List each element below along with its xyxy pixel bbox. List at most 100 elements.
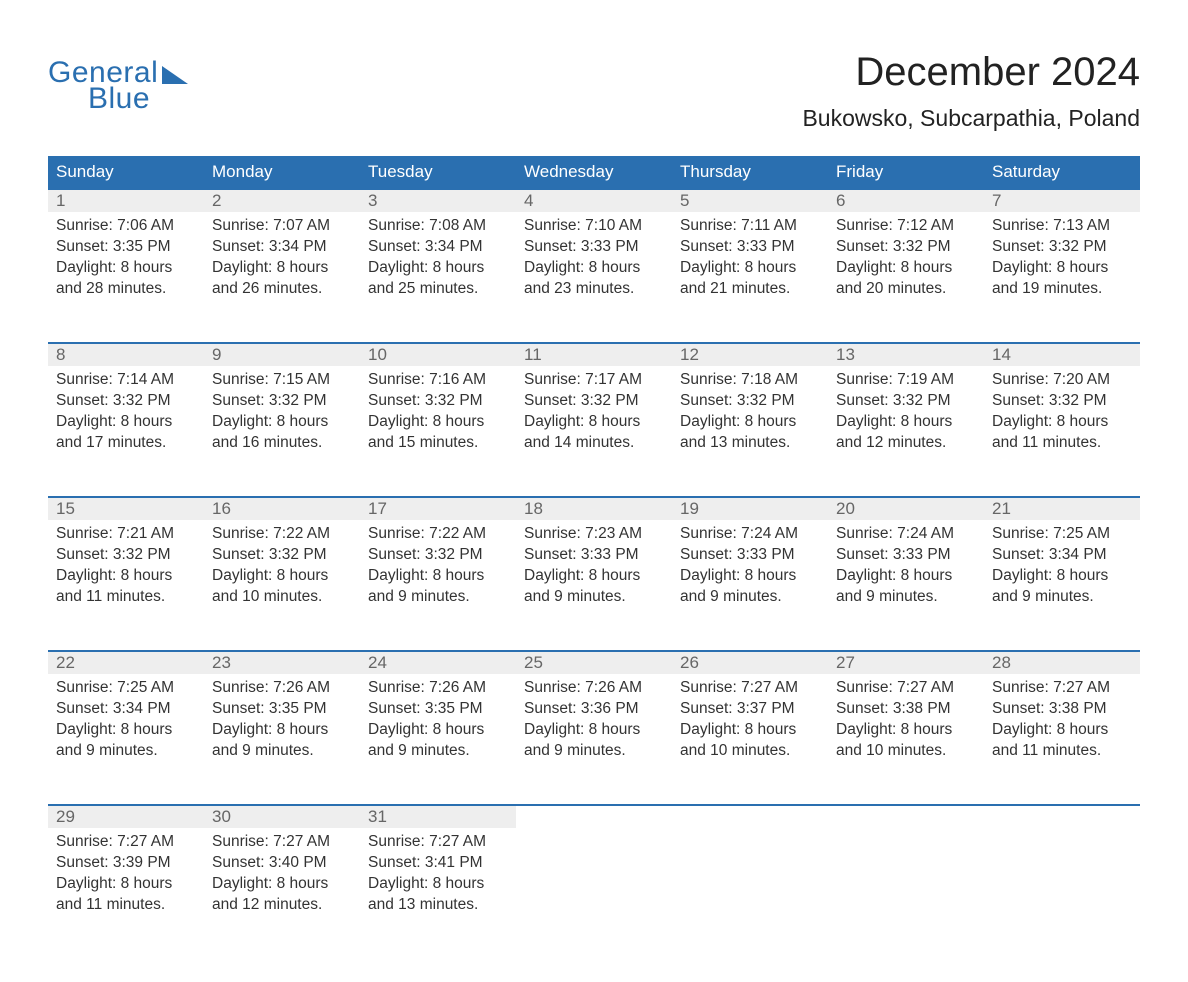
sunset-line: Sunset: 3:35 PM: [212, 699, 352, 720]
day-cell: 14Sunrise: 7:20 AMSunset: 3:32 PMDayligh…: [984, 344, 1140, 480]
sunrise-line: Sunrise: 7:27 AM: [56, 832, 196, 853]
day-cell: [672, 806, 828, 942]
day-number: 4: [516, 190, 672, 212]
sunset-line: Sunset: 3:33 PM: [680, 545, 820, 566]
day-cell: 29Sunrise: 7:27 AMSunset: 3:39 PMDayligh…: [48, 806, 204, 942]
day-number: 5: [672, 190, 828, 212]
daylight-line-1: Daylight: 8 hours: [524, 566, 664, 587]
day-number: 2: [204, 190, 360, 212]
sunrise-line: Sunrise: 7:19 AM: [836, 370, 976, 391]
sunrise-line: Sunrise: 7:23 AM: [524, 524, 664, 545]
daylight-line-1: Daylight: 8 hours: [212, 258, 352, 279]
daylight-line-1: Daylight: 8 hours: [212, 566, 352, 587]
sunrise-line: Sunrise: 7:26 AM: [212, 678, 352, 699]
weekday-header-row: Sunday Monday Tuesday Wednesday Thursday…: [48, 156, 1140, 188]
day-details: Sunrise: 7:14 AMSunset: 3:32 PMDaylight:…: [48, 366, 204, 462]
sunset-line: Sunset: 3:32 PM: [680, 391, 820, 412]
sunset-line: Sunset: 3:33 PM: [680, 237, 820, 258]
title-block: December 2024 Bukowsko, Subcarpathia, Po…: [802, 50, 1140, 132]
sunset-line: Sunset: 3:39 PM: [56, 853, 196, 874]
day-number: 28: [984, 652, 1140, 674]
sunrise-line: Sunrise: 7:24 AM: [680, 524, 820, 545]
day-number: 23: [204, 652, 360, 674]
brand-blue: Blue: [88, 82, 150, 116]
sunrise-line: Sunrise: 7:17 AM: [524, 370, 664, 391]
day-cell: [828, 806, 984, 942]
day-number: 12: [672, 344, 828, 366]
day-details: Sunrise: 7:16 AMSunset: 3:32 PMDaylight:…: [360, 366, 516, 462]
day-details: Sunrise: 7:07 AMSunset: 3:34 PMDaylight:…: [204, 212, 360, 308]
sunrise-line: Sunrise: 7:13 AM: [992, 216, 1132, 237]
day-number: 31: [360, 806, 516, 828]
sunrise-line: Sunrise: 7:16 AM: [368, 370, 508, 391]
day-details: Sunrise: 7:23 AMSunset: 3:33 PMDaylight:…: [516, 520, 672, 616]
daylight-line-1: Daylight: 8 hours: [992, 566, 1132, 587]
sunrise-line: Sunrise: 7:14 AM: [56, 370, 196, 391]
daylight-line-1: Daylight: 8 hours: [368, 720, 508, 741]
daylight-line-1: Daylight: 8 hours: [992, 412, 1132, 433]
daylight-line-2: and 10 minutes.: [680, 741, 820, 762]
day-cell: 16Sunrise: 7:22 AMSunset: 3:32 PMDayligh…: [204, 498, 360, 634]
week-row: 1Sunrise: 7:06 AMSunset: 3:35 PMDaylight…: [48, 188, 1140, 326]
sunrise-line: Sunrise: 7:08 AM: [368, 216, 508, 237]
sunset-line: Sunset: 3:34 PM: [368, 237, 508, 258]
day-cell: 26Sunrise: 7:27 AMSunset: 3:37 PMDayligh…: [672, 652, 828, 788]
day-number: 1: [48, 190, 204, 212]
sunset-line: Sunset: 3:32 PM: [992, 237, 1132, 258]
day-cell: 20Sunrise: 7:24 AMSunset: 3:33 PMDayligh…: [828, 498, 984, 634]
sunset-line: Sunset: 3:35 PM: [368, 699, 508, 720]
daylight-line-2: and 26 minutes.: [212, 279, 352, 300]
daylight-line-1: Daylight: 8 hours: [836, 566, 976, 587]
day-number: 14: [984, 344, 1140, 366]
daylight-line-2: and 28 minutes.: [56, 279, 196, 300]
day-number: 26: [672, 652, 828, 674]
day-details: Sunrise: 7:15 AMSunset: 3:32 PMDaylight:…: [204, 366, 360, 462]
sunset-line: Sunset: 3:33 PM: [524, 545, 664, 566]
sunrise-line: Sunrise: 7:25 AM: [56, 678, 196, 699]
sunrise-line: Sunrise: 7:21 AM: [56, 524, 196, 545]
daylight-line-2: and 9 minutes.: [56, 741, 196, 762]
daylight-line-2: and 11 minutes.: [56, 587, 196, 608]
day-details: Sunrise: 7:06 AMSunset: 3:35 PMDaylight:…: [48, 212, 204, 308]
sunrise-line: Sunrise: 7:27 AM: [992, 678, 1132, 699]
daylight-line-1: Daylight: 8 hours: [524, 258, 664, 279]
daylight-line-2: and 11 minutes.: [56, 895, 196, 916]
daylight-line-1: Daylight: 8 hours: [992, 720, 1132, 741]
sunset-line: Sunset: 3:33 PM: [836, 545, 976, 566]
day-cell: 11Sunrise: 7:17 AMSunset: 3:32 PMDayligh…: [516, 344, 672, 480]
sunrise-line: Sunrise: 7:06 AM: [56, 216, 196, 237]
day-details: Sunrise: 7:19 AMSunset: 3:32 PMDaylight:…: [828, 366, 984, 462]
sunset-line: Sunset: 3:34 PM: [56, 699, 196, 720]
daylight-line-2: and 9 minutes.: [992, 587, 1132, 608]
daylight-line-1: Daylight: 8 hours: [836, 258, 976, 279]
daylight-line-1: Daylight: 8 hours: [836, 720, 976, 741]
daylight-line-2: and 11 minutes.: [992, 433, 1132, 454]
sunrise-line: Sunrise: 7:27 AM: [836, 678, 976, 699]
day-cell: 30Sunrise: 7:27 AMSunset: 3:40 PMDayligh…: [204, 806, 360, 942]
daylight-line-2: and 15 minutes.: [368, 433, 508, 454]
daylight-line-2: and 17 minutes.: [56, 433, 196, 454]
day-number: 27: [828, 652, 984, 674]
day-details: Sunrise: 7:25 AMSunset: 3:34 PMDaylight:…: [984, 520, 1140, 616]
day-cell: 21Sunrise: 7:25 AMSunset: 3:34 PMDayligh…: [984, 498, 1140, 634]
day-details: Sunrise: 7:12 AMSunset: 3:32 PMDaylight:…: [828, 212, 984, 308]
day-number: [984, 806, 1140, 828]
day-cell: 31Sunrise: 7:27 AMSunset: 3:41 PMDayligh…: [360, 806, 516, 942]
day-number: 30: [204, 806, 360, 828]
sunset-line: Sunset: 3:38 PM: [992, 699, 1132, 720]
daylight-line-2: and 10 minutes.: [212, 587, 352, 608]
daylight-line-2: and 23 minutes.: [524, 279, 664, 300]
calendar-page: General Blue December 2024 Bukowsko, Sub…: [0, 0, 1188, 982]
day-number: 8: [48, 344, 204, 366]
sunset-line: Sunset: 3:32 PM: [992, 391, 1132, 412]
daylight-line-2: and 19 minutes.: [992, 279, 1132, 300]
daylight-line-2: and 12 minutes.: [212, 895, 352, 916]
daylight-line-1: Daylight: 8 hours: [56, 258, 196, 279]
day-number: 10: [360, 344, 516, 366]
daylight-line-1: Daylight: 8 hours: [368, 258, 508, 279]
day-details: Sunrise: 7:17 AMSunset: 3:32 PMDaylight:…: [516, 366, 672, 462]
day-cell: 22Sunrise: 7:25 AMSunset: 3:34 PMDayligh…: [48, 652, 204, 788]
day-number: 3: [360, 190, 516, 212]
sunrise-line: Sunrise: 7:07 AM: [212, 216, 352, 237]
daylight-line-2: and 12 minutes.: [836, 433, 976, 454]
